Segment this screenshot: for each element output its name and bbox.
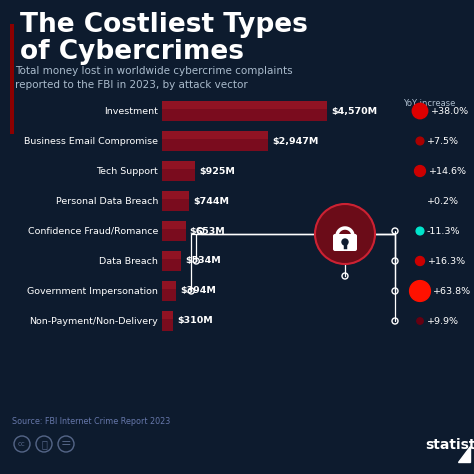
Circle shape xyxy=(416,227,424,235)
Text: +16.3%: +16.3% xyxy=(428,256,465,265)
Text: $534M: $534M xyxy=(185,256,221,265)
Circle shape xyxy=(415,165,426,176)
Circle shape xyxy=(417,318,423,324)
Text: of Cybercrimes: of Cybercrimes xyxy=(20,39,244,65)
Text: Tech Support: Tech Support xyxy=(96,166,158,175)
Text: +0.2%: +0.2% xyxy=(427,197,459,206)
Text: $4,570M: $4,570M xyxy=(331,107,377,116)
Text: $2,947M: $2,947M xyxy=(273,137,319,146)
FancyBboxPatch shape xyxy=(162,101,327,121)
FancyBboxPatch shape xyxy=(162,281,176,289)
Text: Data Breach: Data Breach xyxy=(99,256,158,265)
FancyBboxPatch shape xyxy=(162,221,186,241)
Text: $744M: $744M xyxy=(193,197,229,206)
FancyBboxPatch shape xyxy=(162,101,327,109)
FancyBboxPatch shape xyxy=(10,24,14,134)
FancyBboxPatch shape xyxy=(333,234,357,251)
Text: The Costliest Types: The Costliest Types xyxy=(20,12,308,38)
Text: +38.0%: +38.0% xyxy=(431,107,469,116)
Circle shape xyxy=(410,281,430,301)
Text: cc: cc xyxy=(18,441,26,447)
Text: Business Email Compromise: Business Email Compromise xyxy=(24,137,158,146)
Circle shape xyxy=(342,239,348,245)
Polygon shape xyxy=(458,446,470,462)
Text: +9.9%: +9.9% xyxy=(427,317,459,326)
Text: Total money lost in worldwide cybercrime complaints
reported to the FBI in 2023,: Total money lost in worldwide cybercrime… xyxy=(15,66,292,90)
Text: $394M: $394M xyxy=(180,286,216,295)
Text: Personal Data Breach: Personal Data Breach xyxy=(55,197,158,206)
Text: -11.3%: -11.3% xyxy=(427,227,461,236)
Text: statista: statista xyxy=(425,438,474,452)
Text: Government Impersonation: Government Impersonation xyxy=(27,286,158,295)
Text: Confidence Fraud/Romance: Confidence Fraud/Romance xyxy=(27,227,158,236)
FancyBboxPatch shape xyxy=(162,191,189,211)
FancyBboxPatch shape xyxy=(162,311,173,319)
Text: Investment: Investment xyxy=(104,107,158,116)
Text: +14.6%: +14.6% xyxy=(428,166,466,175)
FancyBboxPatch shape xyxy=(162,161,195,169)
Circle shape xyxy=(416,256,425,265)
Text: $310M: $310M xyxy=(177,317,213,326)
FancyBboxPatch shape xyxy=(162,281,176,301)
FancyBboxPatch shape xyxy=(162,131,268,139)
FancyBboxPatch shape xyxy=(162,311,173,331)
Text: =: = xyxy=(61,438,71,450)
Text: $653M: $653M xyxy=(190,227,225,236)
Text: +7.5%: +7.5% xyxy=(427,137,459,146)
FancyBboxPatch shape xyxy=(162,161,195,181)
Text: +63.8%: +63.8% xyxy=(433,286,472,295)
Circle shape xyxy=(416,137,424,145)
FancyBboxPatch shape xyxy=(162,251,181,259)
Text: Non-Payment/Non-Delivery: Non-Payment/Non-Delivery xyxy=(29,317,158,326)
FancyBboxPatch shape xyxy=(162,131,268,151)
Text: ⓘ: ⓘ xyxy=(41,439,47,449)
Circle shape xyxy=(315,204,375,264)
FancyBboxPatch shape xyxy=(162,251,181,271)
Circle shape xyxy=(412,103,428,118)
FancyBboxPatch shape xyxy=(162,221,186,229)
FancyBboxPatch shape xyxy=(162,191,189,199)
Text: Source: FBI Internet Crime Report 2023: Source: FBI Internet Crime Report 2023 xyxy=(12,417,170,426)
Text: YoY increase: YoY increase xyxy=(402,99,455,108)
Text: $925M: $925M xyxy=(200,166,235,175)
